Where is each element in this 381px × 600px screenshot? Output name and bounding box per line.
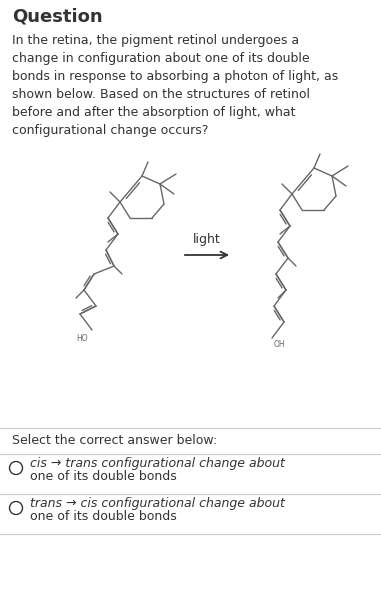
Text: trans → cis configurational change about: trans → cis configurational change about [30,497,285,510]
Text: HO: HO [76,334,88,343]
Text: OH: OH [274,340,286,349]
Text: Select the correct answer below:: Select the correct answer below: [12,434,217,447]
Text: one of its double bonds: one of its double bonds [30,470,177,483]
Circle shape [10,502,22,514]
Text: Question: Question [12,8,102,26]
Text: In the retina, the pigment retinol undergoes a
change in configuration about one: In the retina, the pigment retinol under… [12,34,338,137]
Text: light: light [193,233,221,246]
Circle shape [10,461,22,475]
Text: one of its double bonds: one of its double bonds [30,510,177,523]
Text: cis → trans configurational change about: cis → trans configurational change about [30,457,285,470]
